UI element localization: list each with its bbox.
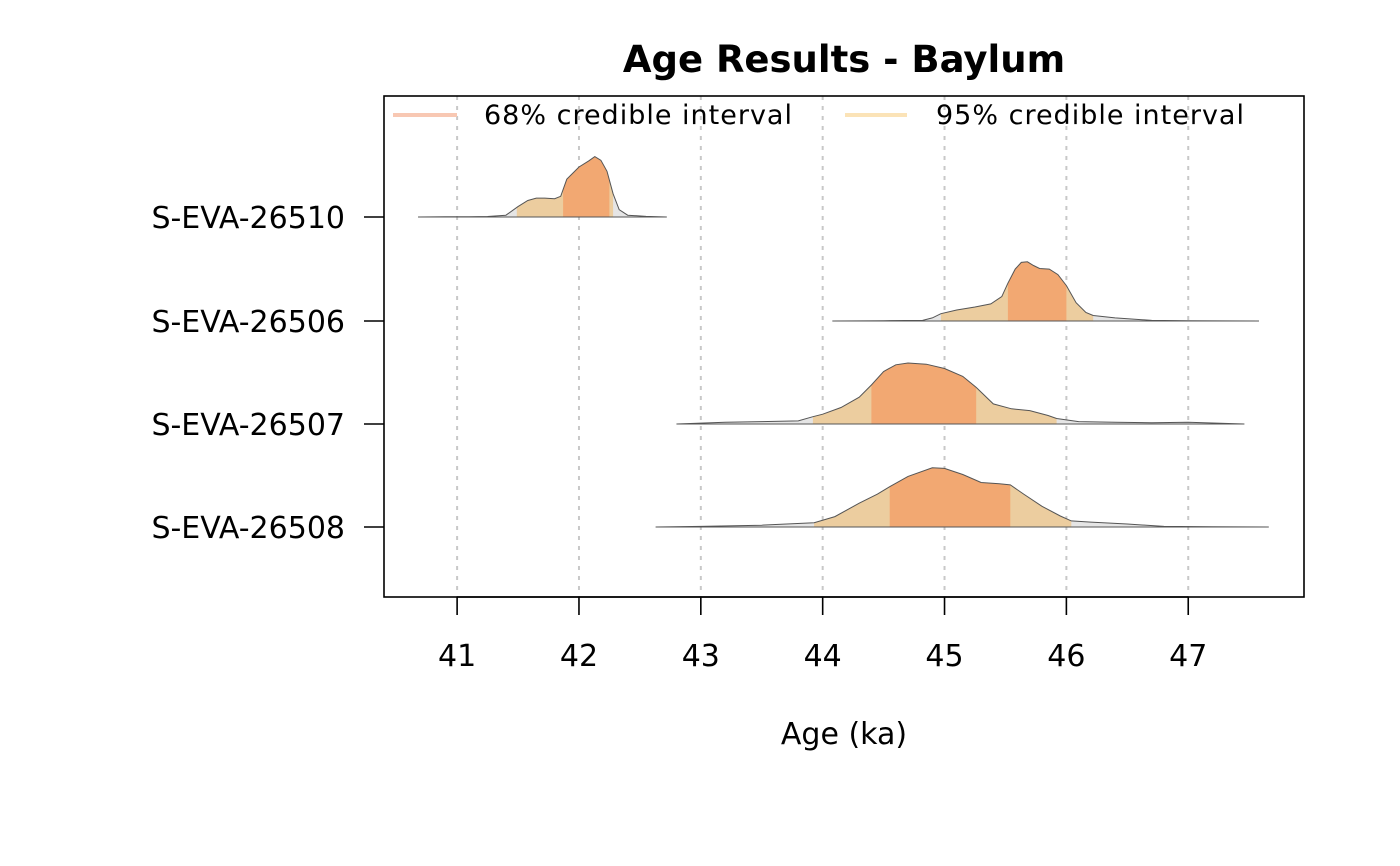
density-S-EVA-26507 bbox=[676, 362, 1245, 425]
chart-title: Age Results - Baylum bbox=[623, 38, 1065, 81]
y-tick-label-S-EVA-26508: S-EVA-26508 bbox=[151, 511, 345, 546]
x-tick-label-41: 41 bbox=[438, 639, 476, 674]
density-outline-S-EVA-26507 bbox=[676, 362, 1245, 425]
density-S-EVA-26510 bbox=[418, 156, 667, 218]
x-tick-label-47: 47 bbox=[1169, 639, 1207, 674]
legend-label-ci95: 95% credible interval bbox=[936, 100, 1245, 131]
density-S-EVA-26506 bbox=[832, 261, 1259, 322]
ci68-area-S-EVA-26506 bbox=[1007, 261, 1067, 321]
ci68-area-S-EVA-26510 bbox=[563, 156, 610, 217]
density-outline-S-EVA-26508 bbox=[655, 467, 1269, 528]
ci68-area-S-EVA-26507 bbox=[871, 363, 977, 424]
x-tick-label-44: 44 bbox=[804, 639, 842, 674]
y-tick-label-S-EVA-26507: S-EVA-26507 bbox=[151, 408, 345, 443]
legend-label-ci68: 68% credible interval bbox=[484, 100, 793, 131]
x-tick-label-46: 46 bbox=[1047, 639, 1085, 674]
y-tick-label-S-EVA-26506: S-EVA-26506 bbox=[151, 305, 345, 340]
x-tick-label-42: 42 bbox=[560, 639, 598, 674]
x-tick-label-45: 45 bbox=[925, 639, 963, 674]
x-axis-label: Age (ka) bbox=[781, 717, 907, 752]
legend: 68% credible interval 95% credible interv… bbox=[393, 100, 1245, 131]
y-tick-label-S-EVA-26510: S-EVA-26510 bbox=[151, 201, 345, 236]
density-outline-S-EVA-26506 bbox=[832, 261, 1259, 322]
x-tick-label-43: 43 bbox=[682, 639, 720, 674]
x-axis: 41 42 43 44 45 46 47 bbox=[438, 596, 1207, 674]
density-S-EVA-26508 bbox=[655, 467, 1269, 528]
density-outline-S-EVA-26510 bbox=[418, 156, 667, 218]
density-layer bbox=[418, 156, 1269, 528]
y-axis: S-EVA-26510 S-EVA-26506 S-EVA-26507 S-EVA-2… bbox=[151, 201, 384, 546]
